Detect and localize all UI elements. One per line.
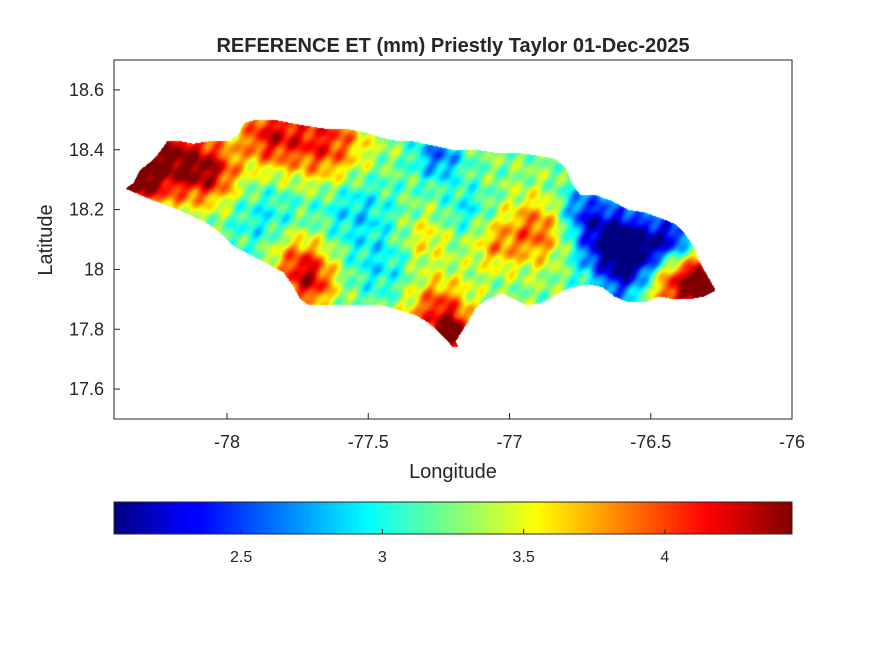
y-tick-label: 18.2 — [69, 200, 104, 220]
axes-frame — [113, 59, 793, 420]
y-tick-label: 18 — [84, 259, 104, 279]
x-tick-label: -78 — [214, 432, 240, 452]
colorbar: 2.5 3 3.5 4 — [113, 501, 793, 566]
x-axis: -78 -77.5 -77 -76.5 -76 — [214, 413, 805, 452]
x-tick-label: -77.5 — [348, 432, 389, 452]
colorbar-frame — [113, 501, 793, 535]
y-axis-label: Latitude — [35, 204, 57, 275]
colorbar-tick-label: 3.5 — [513, 549, 535, 566]
colorbar-tick-label: 3 — [378, 549, 387, 566]
colorbar-gradient — [114, 502, 792, 534]
et-heatmap — [114, 60, 792, 419]
x-tick-label: -77 — [496, 432, 522, 452]
colorbar-tick-label: 4 — [660, 549, 669, 566]
map-plot-area[interactable] — [113, 59, 793, 420]
y-tick-label: 17.8 — [69, 319, 104, 339]
x-axis-label: Longitude — [409, 461, 497, 483]
y-axis: 17.6 17.8 18 18.2 18.4 18.6 — [69, 80, 120, 399]
x-tick-label: -76.5 — [630, 432, 671, 452]
y-tick-label: 18.6 — [69, 80, 104, 100]
chart-title: REFERENCE ET (mm) Priestly Taylor 01-Dec… — [216, 35, 689, 57]
y-tick-label: 17.6 — [69, 379, 104, 399]
colorbar-ticks: 2.5 3 3.5 4 — [230, 529, 669, 566]
y-tick-label: 18.4 — [69, 140, 104, 160]
x-tick-label: -76 — [779, 432, 805, 452]
colorbar-tick-label: 2.5 — [230, 549, 252, 566]
